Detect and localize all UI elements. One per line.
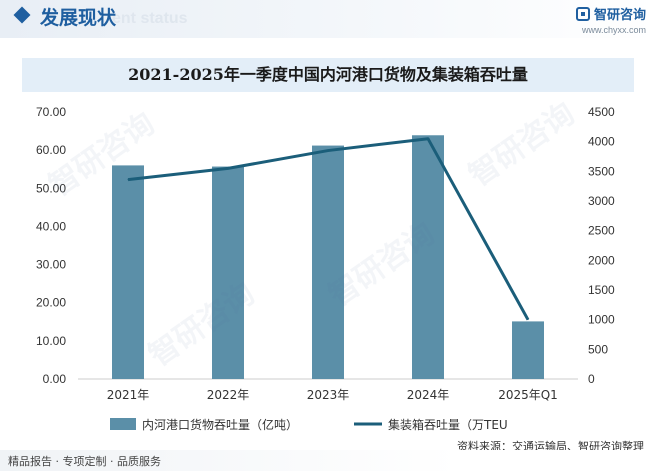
bar (212, 166, 244, 379)
line-point (227, 167, 229, 169)
y-left-tick-label: 0.00 (43, 372, 67, 386)
y-right-tick-label: 2000 (588, 253, 615, 267)
line-point (127, 179, 129, 181)
x-tick-label: 2024年 (407, 388, 450, 402)
x-tick-label: 2022年 (207, 388, 250, 402)
bar (312, 145, 344, 379)
bar (412, 135, 444, 379)
y-right-tick-label: 4500 (588, 105, 615, 119)
line-point (427, 138, 429, 140)
brand-url: www.chyxx.com (581, 25, 646, 35)
chart-title: 2021-2025年一季度中国内河港口货物及集装箱吞吐量 (128, 65, 528, 84)
bar (112, 165, 144, 379)
x-tick-label: 2021年 (107, 388, 150, 402)
brand-name: 智研咨询 (593, 8, 646, 23)
y-left-tick-label: 10.00 (36, 334, 66, 348)
header-ghost-text: ent status (112, 10, 188, 27)
x-tick-label: 2025年Q1 (498, 388, 558, 402)
chart-title-bar: 2021-2025年一季度中国内河港口货物及集装箱吞吐量 (22, 58, 634, 92)
y-right-tick-label: 0 (588, 372, 595, 386)
bar (512, 321, 544, 379)
y-right-tick-label: 1000 (588, 313, 615, 327)
y-right-tick-label: 3500 (588, 164, 615, 178)
line-point (527, 319, 529, 321)
y-right-tick-label: 3000 (588, 194, 615, 208)
y-left-tick-label: 20.00 (36, 296, 66, 310)
footer-slogan: 精品报告 · 专项定制 · 品质服务 (8, 455, 161, 468)
brand-mark-icon (575, 6, 590, 21)
y-left-tick-label: 50.00 (36, 181, 66, 195)
line-point (327, 150, 329, 152)
y-right-tick-label: 2500 (588, 224, 615, 238)
y-left-tick-label: 60.00 (36, 143, 66, 157)
y-right-tick-label: 500 (588, 342, 608, 356)
y-left-tick-label: 40.00 (36, 219, 66, 233)
legend-swatch-bar (110, 418, 136, 430)
section-title: 发展现状 (40, 7, 117, 29)
y-left-tick-label: 30.00 (36, 258, 66, 272)
section-header: ent status 发展现状 (0, 0, 656, 38)
brand-logo: 智研咨询 www.chyxx.com (575, 4, 646, 35)
y-right-tick-label: 1500 (588, 283, 615, 297)
x-tick-label: 2023年 (307, 388, 350, 402)
legend-label-line: 集装箱吞吐量（万TEU (388, 417, 508, 432)
legend-label-bar: 内河港口货物吞吐量（亿吨） (142, 417, 298, 432)
footer-bar: 精品报告 · 专项定制 · 品质服务 (0, 450, 656, 471)
data-source: 资料来源：交通运输局、智研咨询整理 (457, 440, 644, 453)
y-left-tick-label: 70.00 (36, 105, 66, 119)
y-right-tick-label: 4000 (588, 135, 615, 149)
